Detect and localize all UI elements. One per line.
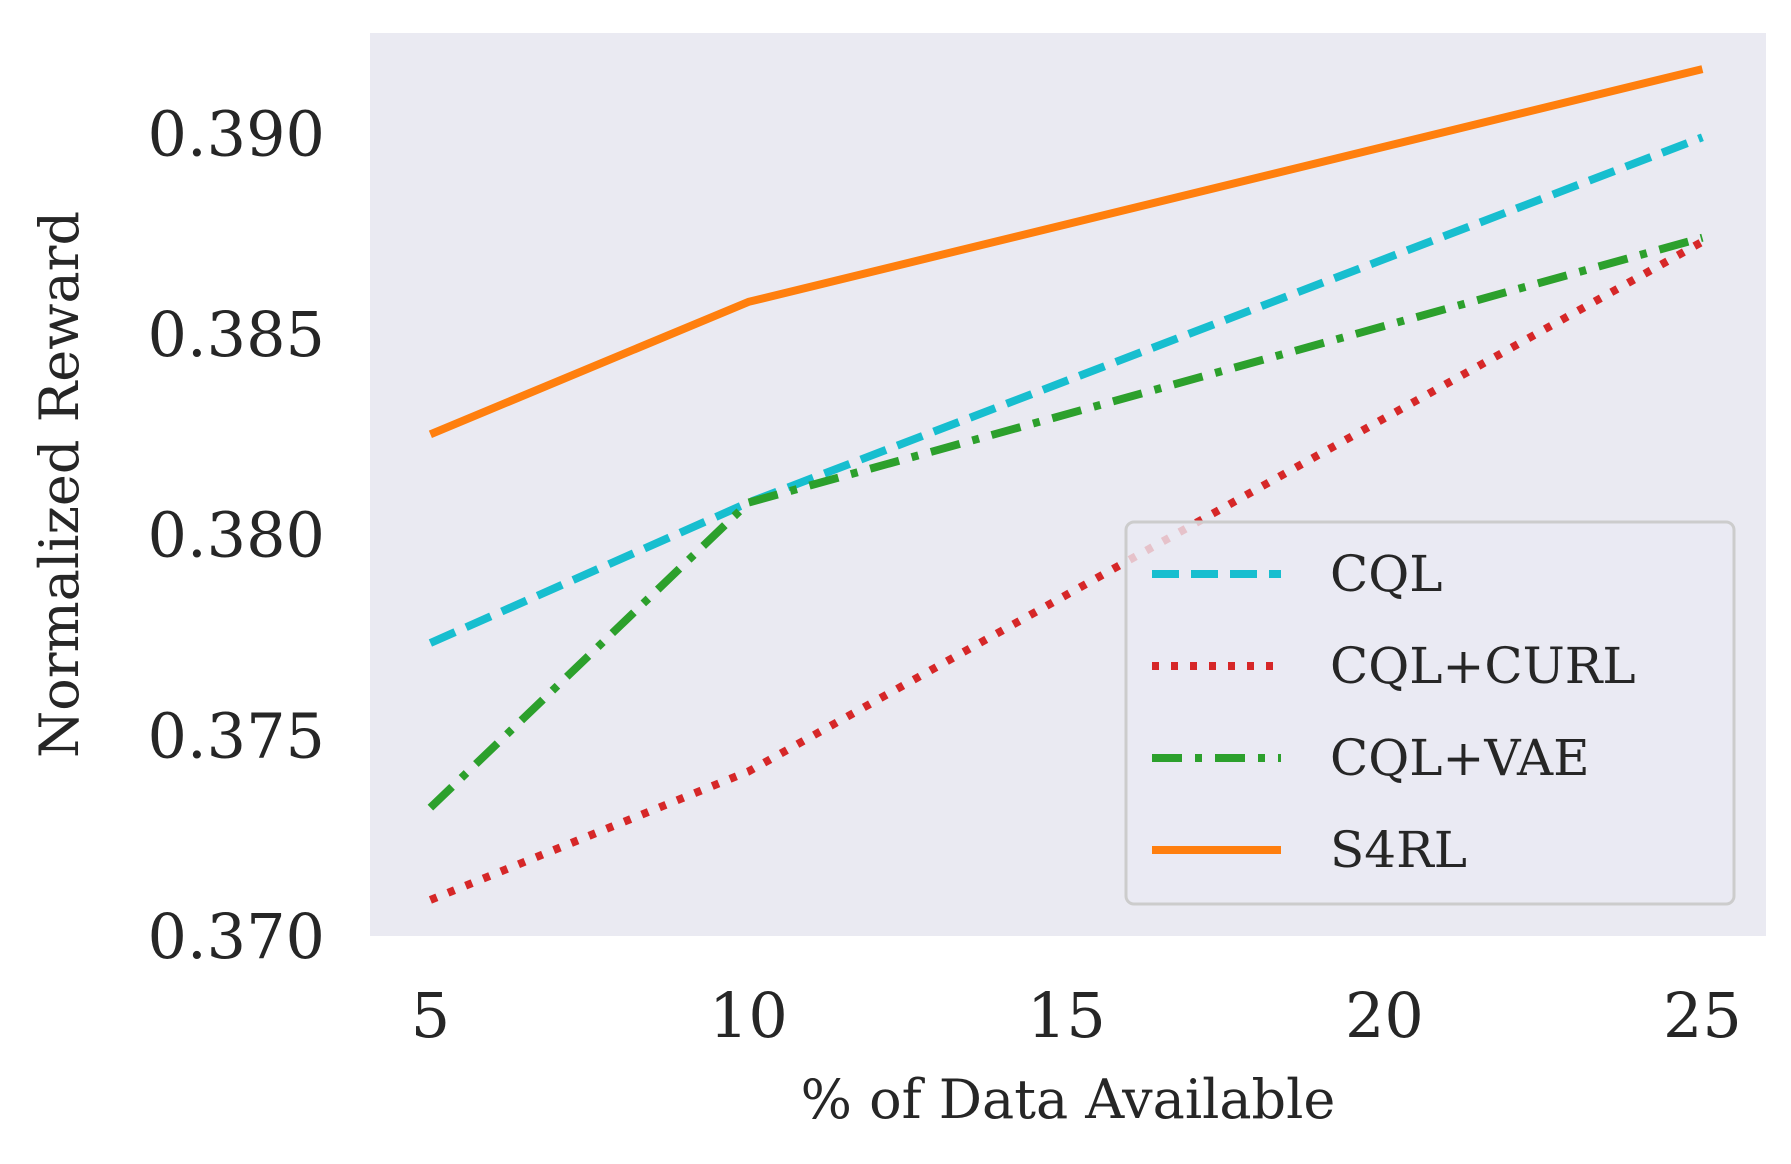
legend-label-cql: CQL	[1330, 545, 1442, 603]
legend-entry-cql-curl: CQL+CURL	[1152, 637, 1636, 695]
legend-entry-s4rl: S4RL	[1152, 821, 1467, 879]
x-axis-label: % of Data Available	[801, 1068, 1336, 1131]
series-line-cql-vae	[427, 233, 1704, 811]
legend-entry-cql: CQL	[1152, 545, 1442, 603]
y-tick-label: 0.390	[148, 97, 326, 170]
legend-label-cql-curl: CQL+CURL	[1330, 637, 1636, 695]
y-tick-label: 0.375	[148, 699, 326, 772]
legend-label-s4rl: S4RL	[1330, 821, 1467, 879]
y-tick-label: 0.385	[148, 298, 326, 371]
x-tick-label: 5	[411, 979, 450, 1052]
legend-label-cql-vae: CQL+VAE	[1330, 729, 1590, 787]
legend-entry-cql-vae: CQL+VAE	[1152, 729, 1590, 787]
y-tick-label: 0.380	[148, 499, 326, 572]
x-tick-label: 20	[1345, 979, 1424, 1052]
series-line-cql-curl	[428, 238, 1705, 904]
y-tick-labels: 0.370 0.375 0.380 0.385 0.390	[148, 97, 326, 973]
y-tick-label: 0.370	[148, 900, 326, 973]
x-tick-label: 10	[709, 979, 788, 1052]
x-tick-label: 25	[1663, 979, 1742, 1052]
series-layer	[427, 65, 1705, 904]
legend: CQL CQL+CURL CQL+VAE S4RL	[1124, 520, 1736, 906]
series-line-s4rl	[428, 65, 1704, 438]
x-tick-label: 15	[1027, 979, 1106, 1052]
y-axis-label: Normalized Reward	[28, 211, 91, 758]
series-line-cql	[428, 133, 1704, 647]
legend-frame	[1124, 520, 1736, 906]
x-tick-labels: 5 10 15 20 25	[411, 979, 1742, 1052]
